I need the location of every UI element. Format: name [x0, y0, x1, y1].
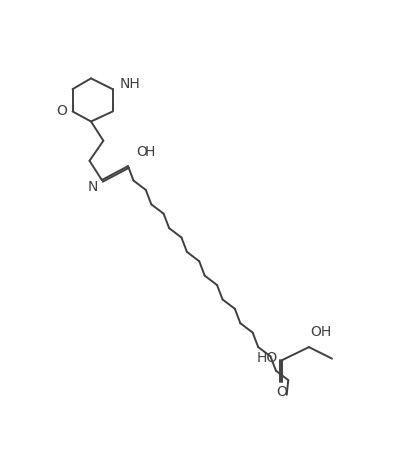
Text: N: N	[88, 180, 98, 194]
Text: OH: OH	[310, 325, 332, 340]
Text: O: O	[276, 385, 288, 399]
Text: O: O	[56, 105, 67, 119]
Text: NH: NH	[120, 77, 140, 91]
Text: O: O	[136, 144, 147, 158]
Text: H: H	[145, 144, 155, 158]
Text: HO: HO	[257, 351, 278, 365]
